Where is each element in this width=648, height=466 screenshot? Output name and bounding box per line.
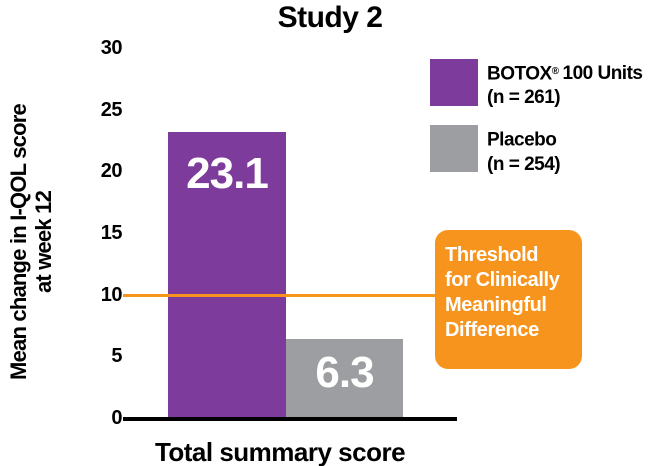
- legend-n-botox: (n = 261): [487, 87, 561, 109]
- legend-item-botox: BOTOX® 100 Units (n = 261): [430, 59, 643, 110]
- threshold-line: [123, 293, 437, 297]
- legend-units-botox: 100 Units: [562, 63, 643, 85]
- legend-label-botox: BOTOX® 100 Units: [487, 60, 643, 86]
- legend: BOTOX® 100 Units (n = 261) Placebo (n = 2…: [430, 59, 643, 177]
- y-axis-tick: 30: [100, 37, 123, 59]
- y-axis-tick: 20: [100, 160, 123, 183]
- y-axis-tick: 25: [100, 98, 123, 121]
- legend-text-placebo: Placebo (n = 254): [487, 125, 561, 176]
- page-title: Study 2: [277, 1, 383, 34]
- y-axis-tick: 10: [100, 283, 123, 306]
- x-axis-label: Total summary score: [154, 437, 406, 466]
- legend-swatch-botox: [430, 59, 478, 106]
- threshold-callout-line2: for Clinically: [445, 269, 560, 291]
- bar-placebo: 6.3: [286, 339, 403, 417]
- legend-item-placebo: Placebo (n = 254): [430, 125, 642, 176]
- legend-swatch-placebo: [430, 125, 478, 173]
- threshold-callout: Threshold for Clinically Meaningful Diff…: [435, 230, 582, 369]
- threshold-callout-line4: Difference: [445, 319, 539, 341]
- bar-value-label-botox: 23.1: [186, 149, 269, 199]
- y-axis-tick: 15: [100, 222, 123, 244]
- threshold-callout-line3: Meaningful: [445, 294, 547, 316]
- y-axis-tick: 5: [111, 345, 122, 368]
- threshold-callout-line1: Threshold: [445, 244, 539, 266]
- legend-brand-placebo: Placebo: [487, 129, 557, 151]
- legend-brand-botox: BOTOX: [487, 63, 552, 85]
- bar-value-label-placebo: 6.3: [315, 348, 374, 398]
- registered-mark-icon: ®: [551, 66, 559, 77]
- y-axis-tick: 0: [111, 407, 122, 429]
- x-axis-line: [123, 417, 457, 421]
- legend-text-botox: BOTOX® 100 Units (n = 261): [487, 59, 643, 110]
- legend-n-placebo: (n = 254): [487, 153, 561, 175]
- bar-botox: 23.1: [168, 132, 286, 417]
- legend-label-placebo: Placebo: [487, 126, 560, 152]
